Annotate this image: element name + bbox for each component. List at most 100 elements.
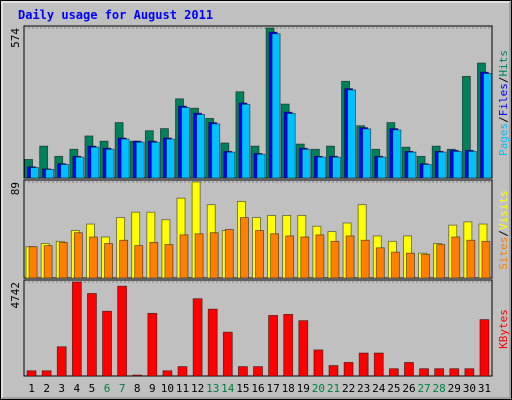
bar: [89, 236, 98, 279]
bar: [483, 73, 492, 179]
y-tick-label: 89: [9, 182, 22, 195]
bar: [150, 141, 160, 179]
x-tick-label: 19: [297, 382, 310, 395]
bar: [283, 313, 294, 377]
bar: [421, 253, 430, 279]
bar: [207, 308, 218, 377]
bar: [104, 243, 113, 279]
x-tick-label: 25: [387, 382, 400, 395]
y-tick-label: 4742: [9, 282, 22, 309]
bar: [392, 129, 402, 179]
bar: [362, 128, 372, 179]
legend-entry: Files: [497, 83, 510, 116]
bar: [60, 164, 70, 179]
bar: [181, 107, 190, 179]
bar: [286, 113, 296, 179]
legend-separator: /: [497, 77, 510, 84]
bar: [224, 229, 234, 279]
bar: [226, 151, 236, 179]
legend-entry: KBytes: [497, 309, 510, 349]
bar: [434, 368, 445, 377]
bar: [105, 148, 115, 179]
bar: [479, 319, 490, 377]
plot-area: [23, 279, 493, 377]
bar: [26, 370, 37, 377]
bar: [422, 164, 432, 179]
bar: [388, 368, 399, 377]
bar: [313, 349, 324, 377]
x-tick-label: 29: [448, 382, 461, 395]
bar: [194, 233, 204, 279]
bar: [28, 246, 38, 279]
bar: [147, 312, 158, 377]
x-tick-label: 3: [58, 382, 65, 395]
x-tick-label: 15: [236, 382, 249, 395]
bar: [345, 235, 355, 279]
x-tick-label: 31: [478, 382, 491, 395]
bar: [164, 244, 174, 279]
x-tick-label: 28: [433, 382, 446, 395]
x-tick-label: 17: [266, 382, 279, 395]
bar: [406, 252, 415, 279]
bar: [75, 156, 85, 179]
x-tick-label: 8: [134, 382, 141, 395]
bar: [134, 245, 144, 279]
legend-separator: /: [497, 116, 510, 123]
bar: [464, 368, 475, 377]
bar: [211, 123, 221, 179]
bar: [437, 151, 447, 179]
bar: [117, 285, 128, 377]
bar: [315, 234, 325, 279]
x-tick-label: 18: [282, 382, 295, 395]
x-tick-label: 26: [402, 382, 415, 395]
bar: [377, 156, 387, 179]
x-tick-label: 7: [119, 382, 126, 395]
bar: [449, 368, 460, 377]
bar: [192, 298, 203, 377]
bar: [166, 138, 175, 179]
x-tick-label: 13: [206, 382, 219, 395]
bar: [373, 352, 384, 377]
x-tick-label: 20: [312, 382, 325, 395]
bar: [271, 33, 281, 179]
x-tick-label: 9: [149, 382, 156, 395]
bar: [360, 239, 370, 279]
y-tick-label: 574: [9, 28, 22, 48]
legend-separator: /: [497, 230, 510, 237]
legend-entry: Hits: [497, 50, 510, 77]
bar: [120, 138, 130, 179]
bar: [270, 233, 279, 279]
x-tick-label: 22: [342, 382, 355, 395]
bar: [58, 242, 68, 279]
chart-title: Daily usage for August 2011: [18, 8, 213, 22]
bar: [102, 310, 112, 377]
bar: [390, 251, 400, 279]
bar: [30, 167, 39, 179]
bar: [240, 217, 249, 279]
bar: [119, 239, 129, 279]
bar: [347, 89, 356, 179]
x-tick-label: 27: [417, 382, 430, 395]
bar: [43, 245, 53, 279]
bar: [481, 240, 491, 279]
bar: [404, 362, 414, 377]
bar: [407, 151, 417, 179]
legend: Pages/Files/Hits: [497, 50, 510, 156]
bar: [255, 230, 264, 279]
x-tick-label: 14: [221, 382, 235, 395]
bar: [328, 365, 339, 377]
x-tick-label: 1: [28, 382, 35, 395]
bar: [71, 281, 82, 377]
bar: [436, 244, 446, 279]
bar: [241, 103, 251, 179]
bar: [316, 156, 326, 179]
x-tick-label: 24: [372, 382, 386, 395]
bar: [452, 150, 462, 179]
bar: [87, 293, 97, 377]
legend-entry: Visits: [497, 190, 510, 230]
x-tick-label: 5: [89, 382, 96, 395]
x-tick-label: 16: [251, 382, 264, 395]
bar: [149, 242, 159, 279]
